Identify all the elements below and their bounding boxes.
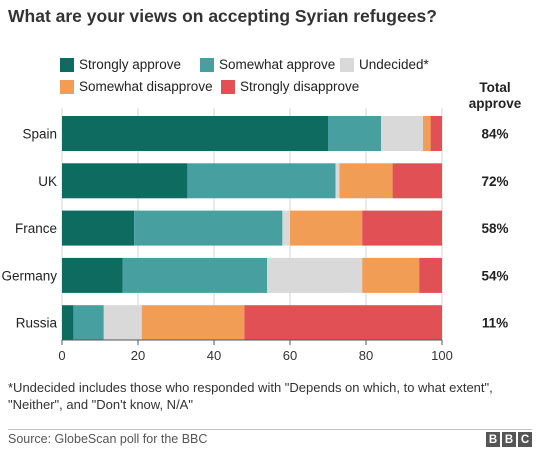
chart-title: What are your views on accepting Syrian …: [8, 6, 437, 26]
x-tick-label-2: 40: [207, 348, 221, 363]
category-label-uk: UK: [38, 174, 57, 189]
x-tick-label-1: 20: [131, 348, 145, 363]
bar-spain-series-3: [423, 116, 431, 151]
category-label-germany: Germany: [1, 268, 57, 283]
bar-germany-series-1: [122, 257, 268, 293]
legend-item-undecided: Undecided*: [340, 57, 429, 72]
total-approve-value-russia: 11%: [482, 316, 508, 331]
legend-item-somewhat-approve: Somewhat approve: [200, 57, 335, 72]
bar-spain-series-4: [430, 116, 442, 151]
total-approve-header-line1: Total: [479, 80, 511, 95]
bar-uk-series-4: [392, 163, 442, 199]
bbc-logo-letter-1: B: [486, 432, 500, 447]
legend-label-strongly-approve: Strongly approve: [79, 57, 182, 72]
bbc-logo-letter-2: B: [502, 432, 516, 447]
total-approve-value-france: 58%: [481, 221, 508, 236]
legend-swatch-strongly-approve: [60, 57, 74, 72]
bar-germany-series-4: [419, 257, 442, 293]
bar-germany-series-0: [62, 257, 123, 293]
category-label-france: France: [15, 221, 57, 236]
total-approve-value-uk: 72%: [481, 174, 508, 189]
bbc-logo-letter-3: C: [518, 432, 532, 447]
bar-spain-series-2: [381, 116, 423, 151]
bar-france-series-0: [62, 210, 135, 246]
legend-item-somewhat-disapprove: Somewhat disapprove: [60, 79, 213, 94]
bar-germany-series-2: [267, 257, 363, 293]
total-approve-value-spain: 84%: [481, 127, 508, 142]
bar-russia-series-2: [103, 305, 142, 341]
legend-swatch-somewhat-approve: [200, 57, 214, 72]
stacked-bar-chart: Spain 84% UK 72% France 58% Germany 54% Russia 11…: [1, 108, 509, 363]
legend-label-somewhat-disapprove: Somewhat disapprove: [79, 79, 213, 94]
bar-russia-series-1: [73, 305, 104, 341]
legend-label-somewhat-approve: Somewhat approve: [219, 57, 336, 72]
total-approve-header: Total approve: [462, 80, 528, 112]
footnote: *Undecided includes those who responded …: [8, 380, 493, 412]
bar-spain-series-1: [328, 116, 382, 151]
total-approve-header-line2: approve: [468, 96, 522, 111]
bar-uk-series-1: [187, 163, 336, 199]
x-tick-label-5: 100: [431, 348, 453, 363]
x-tick-label-0: 0: [58, 348, 65, 363]
legend-item-strongly-approve: Strongly approve: [60, 57, 181, 72]
x-tick-label-4: 80: [359, 348, 373, 363]
bar-germany-series-3: [362, 257, 420, 293]
legend-item-strongly-disapprove: Strongly disapprove: [221, 79, 359, 94]
bar-france-series-1: [134, 210, 283, 246]
x-tick-label-3: 60: [283, 348, 297, 363]
bbc-logo: B B C: [486, 432, 532, 447]
bar-uk-series-2: [335, 163, 340, 199]
bar-france-series-2: [282, 210, 290, 246]
bar-russia-series-0: [62, 305, 74, 341]
bar-russia-series-4: [244, 305, 442, 341]
source-note: Source: GlobeScan poll for the BBC: [8, 432, 208, 446]
bar-russia-series-3: [141, 305, 245, 341]
footer-divider: [8, 429, 532, 430]
category-label-russia: Russia: [16, 316, 58, 331]
bar-spain-series-0: [62, 116, 328, 151]
legend-label-strongly-disapprove: Strongly disapprove: [240, 79, 360, 94]
bar-france-series-3: [290, 210, 363, 246]
bar-france-series-4: [362, 210, 442, 246]
legend-swatch-somewhat-disapprove: [60, 79, 74, 94]
legend-swatch-strongly-disapprove: [221, 79, 235, 94]
legend-swatch-undecided: [340, 57, 354, 72]
bar-uk-series-0: [62, 163, 188, 199]
bar-uk-series-3: [339, 163, 393, 199]
category-label-spain: Spain: [22, 127, 57, 142]
total-approve-value-germany: 54%: [481, 268, 508, 283]
legend-label-undecided: Undecided*: [359, 57, 429, 72]
